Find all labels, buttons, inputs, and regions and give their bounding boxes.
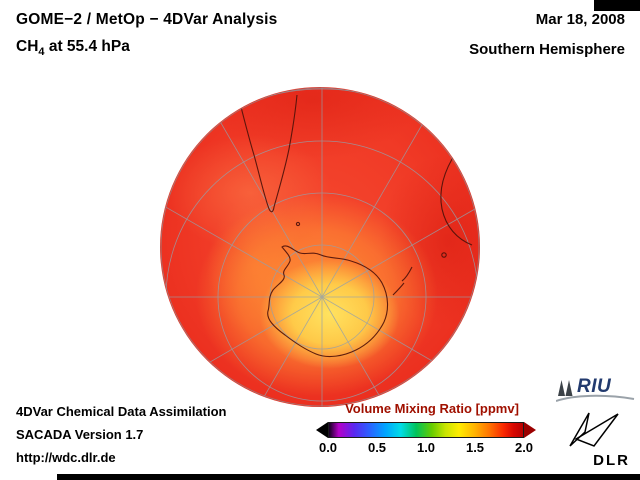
hemisphere-globe — [160, 87, 480, 407]
coastline-australia — [440, 150, 473, 246]
colorbar-tick-label: 0.0 — [318, 440, 338, 455]
footer-version-label: SACADA Version 1.7 — [16, 427, 144, 442]
colorbar-tick-row: 0.0 0.5 1.0 1.5 2.0 — [319, 440, 533, 456]
footer-url: http://wdc.dlr.de — [16, 450, 116, 465]
riu-swoosh-icon — [555, 394, 635, 402]
footer-credits: 4DVar Chemical Data Assimilation SACADA … — [16, 404, 227, 473]
colorbar-overflow-arrow-icon — [524, 421, 536, 438]
colorbar-gradient — [328, 421, 524, 438]
colorbar-title: Volume Mixing Ratio [ppmv] — [345, 401, 519, 416]
colorbar-tick-label: 2.0 — [514, 440, 534, 455]
colorbar: Volume Mixing Ratio [ppmv] 0.0 0.5 1.0 1… — [316, 401, 548, 456]
coastlines — [237, 94, 473, 358]
colorbar-tick-label: 1.5 — [465, 440, 485, 455]
species-subscript: 4 — [38, 46, 45, 59]
graticule-lines — [160, 87, 480, 407]
header-left: GOME−2 / MetOp − 4DVar Analysis CH4 at 5… — [16, 11, 277, 58]
colorbar-bar — [316, 421, 548, 438]
dlr-emblem-icon — [569, 412, 619, 447]
globe-rim — [160, 87, 480, 407]
plot-species-level: CH4 at 55.4 hPa — [16, 38, 277, 58]
footer-assimilation-label: 4DVar Chemical Data Assimilation — [16, 404, 227, 419]
plot-title: GOME−2 / MetOp − 4DVar Analysis — [16, 11, 278, 28]
coastline-tasmania — [441, 252, 447, 258]
coastline-south-america — [237, 94, 298, 213]
plot-date: Mar 18, 2008 — [535, 11, 625, 28]
dlr-logo-text: DLR — [593, 452, 630, 469]
plot-region: Southern Hemisphere — [469, 41, 625, 58]
coastline-antarctica — [267, 245, 389, 358]
species-suffix: at 55.4 hPa — [44, 38, 130, 55]
map-overlay — [160, 87, 480, 407]
species-prefix: CH — [16, 38, 39, 55]
colorbar-tick-label: 0.5 — [367, 440, 387, 455]
black-border-top-right — [594, 0, 640, 11]
colorbar-underflow-arrow-icon — [316, 421, 328, 438]
dlr-logo: DLR — [566, 407, 632, 469]
riu-logo-text: RIU — [577, 376, 612, 397]
header-right: Mar 18, 2008 Southern Hemisphere — [469, 11, 625, 58]
riu-logo: RIU — [555, 376, 636, 404]
coastline-new-zealand — [392, 266, 413, 296]
black-border-bottom — [57, 474, 640, 480]
colorbar-tick-label: 1.0 — [416, 440, 436, 455]
coastline-falkland-islands — [295, 221, 301, 227]
riu-cathedral-icon — [555, 380, 635, 402]
